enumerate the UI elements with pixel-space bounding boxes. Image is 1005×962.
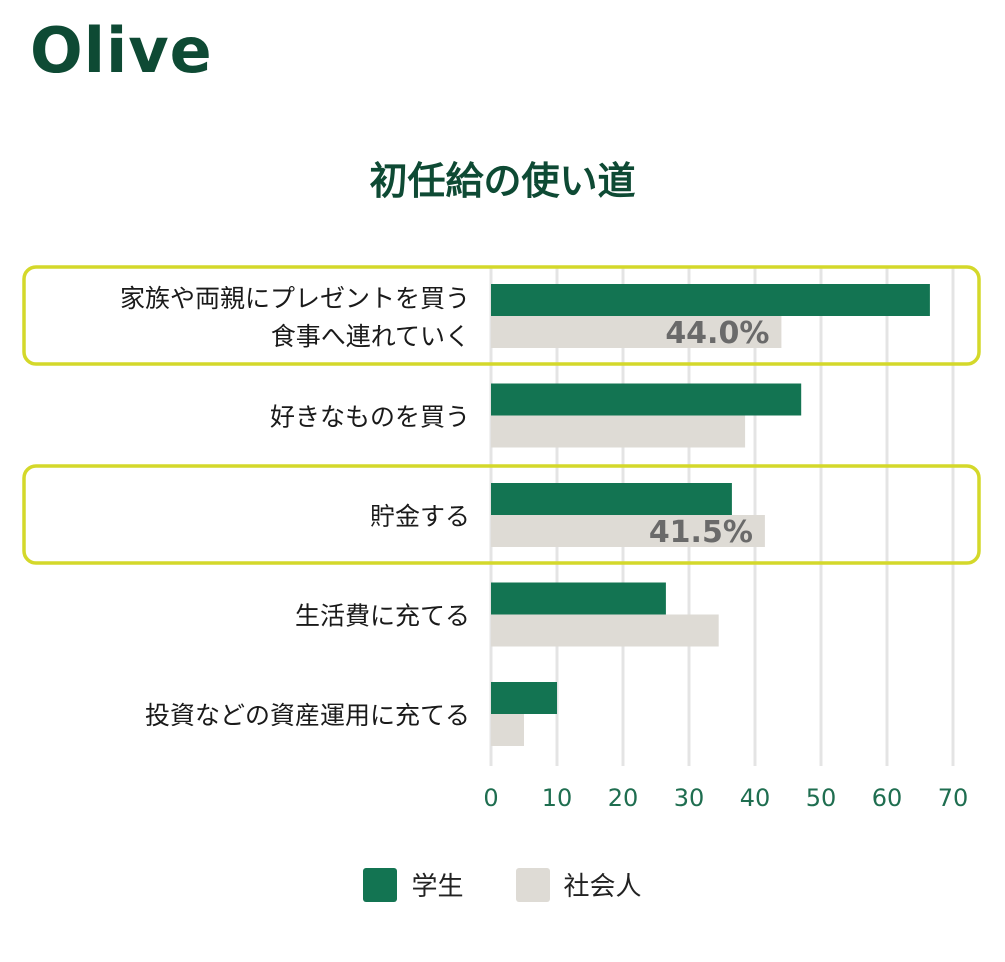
bar-student xyxy=(491,483,732,515)
x-tick-label: 10 xyxy=(542,784,573,812)
bar-student xyxy=(491,682,557,714)
highlight-frame xyxy=(22,464,981,565)
x-tick-label: 40 xyxy=(740,784,771,812)
legend-swatch-worker xyxy=(515,867,550,902)
bar-worker xyxy=(491,515,765,547)
category-label: 家族や両親にプレゼントを買う xyxy=(120,284,470,313)
chart-legend: 学生 社会人 xyxy=(0,866,1005,903)
olive-logo: Olive xyxy=(30,14,213,87)
legend-item-student: 学生 xyxy=(363,866,464,903)
x-tick-label: 30 xyxy=(674,784,705,812)
bar-student xyxy=(491,284,930,316)
legend-swatch-student xyxy=(363,867,398,902)
chart-title: 初任給の使い道 xyxy=(369,159,636,203)
bar-worker xyxy=(491,614,719,647)
bar-student xyxy=(491,383,802,416)
x-tick-label: 70 xyxy=(938,784,969,812)
bar-student xyxy=(491,582,666,615)
data-label: 41.5% xyxy=(649,515,753,550)
legend-label-worker: 社会人 xyxy=(563,872,642,902)
category-label: 投資などの資産運用に充てる xyxy=(145,701,470,730)
legend-item-worker: 社会人 xyxy=(515,866,642,903)
highlight-frame xyxy=(22,265,981,366)
x-tick-label: 0 xyxy=(483,784,498,812)
category-label: 生活費に充てる xyxy=(295,602,470,631)
category-label: 食事へ連れていく xyxy=(271,322,470,351)
category-label: 貯金する xyxy=(370,502,470,531)
bar-worker xyxy=(491,714,524,746)
category-label: 好きなものを買う xyxy=(270,403,470,432)
x-tick-label: 20 xyxy=(608,784,639,812)
bar-worker xyxy=(491,415,746,448)
x-tick-label: 60 xyxy=(872,784,903,812)
x-tick-label: 50 xyxy=(806,784,837,812)
data-label: 44.0% xyxy=(665,316,769,351)
bar-worker xyxy=(491,316,782,348)
legend-label-student: 学生 xyxy=(411,872,464,902)
